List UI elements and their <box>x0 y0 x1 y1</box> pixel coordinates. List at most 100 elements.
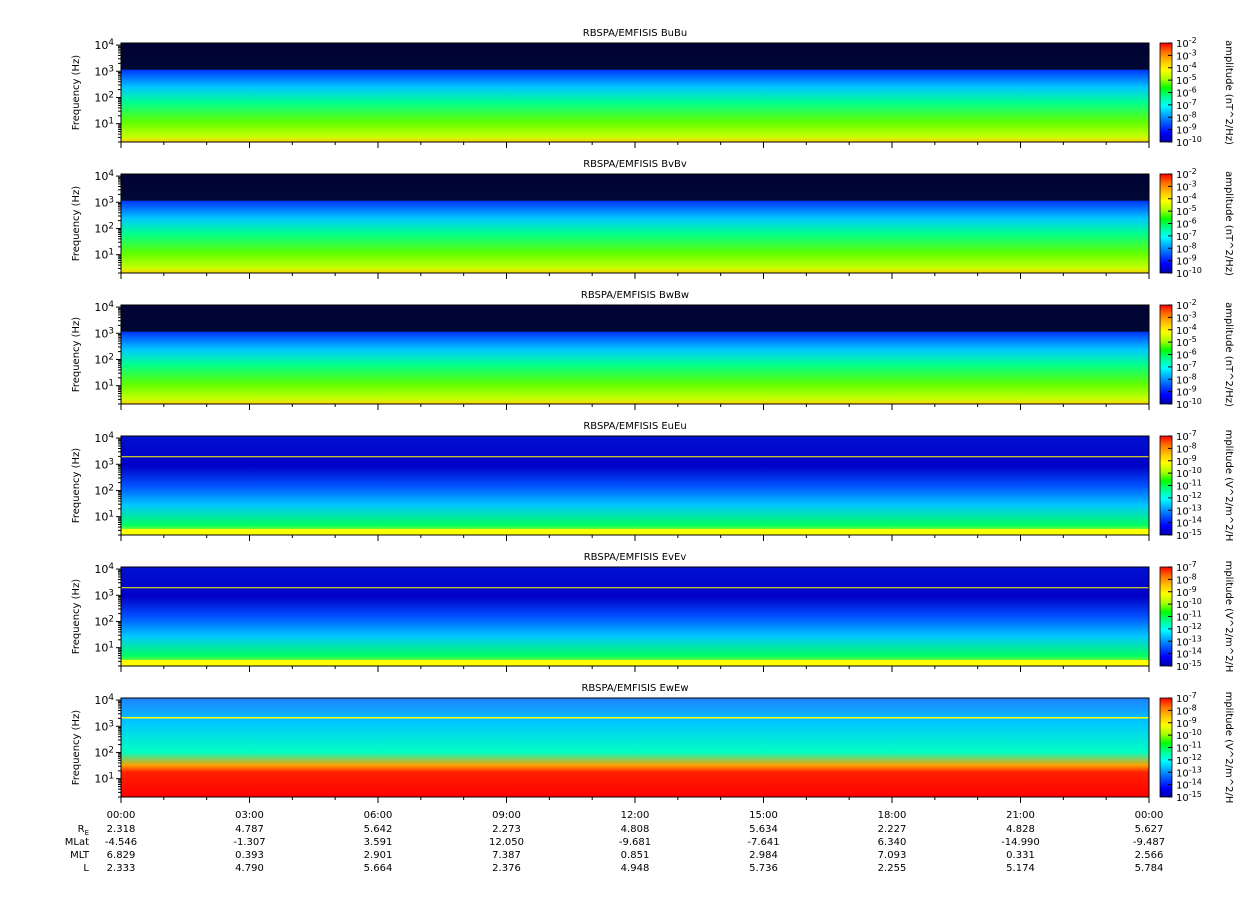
colorbar-tick-label: 10-13 <box>1176 765 1202 779</box>
colorbar-tick-label: 10-4 <box>1176 192 1197 206</box>
y-tick-label: 103 <box>94 588 114 602</box>
ephemeris-value: 7.387 <box>492 850 521 861</box>
colorbar-tick-label: 10-12 <box>1176 753 1202 767</box>
colorbar-tick-label: 10-6 <box>1176 348 1197 362</box>
x-tick-label: 00:00 <box>107 810 136 821</box>
colorbar-tick-label: 10-8 <box>1176 441 1197 455</box>
colorbar-tick-label: 10-8 <box>1176 110 1197 124</box>
colorbar-tick-label: 10-12 <box>1176 491 1202 505</box>
colorbar: 10-210-310-410-510-610-710-810-910-10 amp… <box>1159 167 1234 280</box>
ephemeris-value: 6.829 <box>107 850 136 861</box>
colorbar-tick-label: 10-14 <box>1176 778 1202 792</box>
y-tick-label: 104 <box>94 169 114 183</box>
spectrogram-image <box>121 567 1149 666</box>
ephemeris-value: 5.784 <box>1135 863 1164 874</box>
colorbar-tick-label: 10-6 <box>1176 217 1197 231</box>
colorbar-tick-label: 10-3 <box>1176 310 1197 324</box>
colorbar-tick-label: 10-8 <box>1176 241 1197 255</box>
colorbar-tick-label: 10-8 <box>1176 703 1197 717</box>
x-tick-label: 09:00 <box>492 810 521 821</box>
panel-title: RBSPA/EMFISIS BwBw <box>581 290 689 301</box>
colorbar: 10-710-810-910-1010-1110-1210-1310-1410-… <box>1159 691 1234 804</box>
spectrogram-panel-6: RBSPA/EMFISIS EwEw 101 102 103 104 Frequency … <box>71 683 1234 804</box>
colorbar-tick-label: 10-10 <box>1176 397 1202 411</box>
ephemeris-value: 5.664 <box>364 863 393 874</box>
ephemeris-value: -9.487 <box>1133 837 1165 848</box>
colorbar-label: mplitude (V^2/m^2/H <box>1223 430 1234 542</box>
y-tick-label: 103 <box>94 326 114 340</box>
ephemeris-value: 4.948 <box>621 863 650 874</box>
panel-title: RBSPA/EMFISIS EvEv <box>584 552 687 563</box>
ephemeris-value: 5.642 <box>364 824 393 835</box>
ephemeris-value: 5.634 <box>749 824 778 835</box>
spectrogram-panel-4: RBSPA/EMFISIS EuEu 101 102 103 104 Frequency … <box>71 421 1234 542</box>
x-tick-label: 15:00 <box>749 810 778 821</box>
colorbar: 10-210-310-410-510-610-710-810-910-10 amp… <box>1159 298 1234 411</box>
x-tick-label: 12:00 <box>621 810 650 821</box>
colorbar-tick-label: 10-2 <box>1176 167 1197 181</box>
colorbar-tick-label: 10-13 <box>1176 503 1202 517</box>
ephemeris-row-label: MLT <box>70 850 90 861</box>
ephemeris-value: 2.901 <box>364 850 393 861</box>
x-tick-label: 03:00 <box>235 810 264 821</box>
x-tick-label: 00:00 <box>1135 810 1164 821</box>
y-tick-label: 103 <box>94 457 114 471</box>
colorbar-tick-label: 10-8 <box>1176 572 1197 586</box>
y-tick-label: 101 <box>94 379 114 393</box>
y-tick-label: 102 <box>94 614 114 628</box>
y-axis-label: Frequency (Hz) <box>71 317 82 393</box>
spectrogram-background <box>121 174 1149 201</box>
y-axis-label: Frequency (Hz) <box>71 579 82 655</box>
colorbar-tick-label: 10-11 <box>1176 741 1202 755</box>
colorbar-tick-label: 10-11 <box>1176 479 1202 493</box>
ephemeris-value: 5.627 <box>1135 824 1164 835</box>
colorbar-tick-label: 10-9 <box>1176 254 1197 268</box>
ephemeris-value: 5.736 <box>749 863 778 874</box>
ephemeris-row-label: RE <box>78 824 89 837</box>
y-tick-label: 102 <box>94 90 114 104</box>
y-tick-label: 101 <box>94 772 114 786</box>
y-tick-label: 103 <box>94 195 114 209</box>
y-tick-label: 103 <box>94 719 114 733</box>
ephemeris-row-label: L <box>83 863 89 874</box>
ephemeris-value: 12.050 <box>489 837 524 848</box>
colorbar-tick-label: 10-5 <box>1176 204 1197 218</box>
colorbar-tick-label: 10-10 <box>1176 266 1202 280</box>
ephemeris-value: 0.331 <box>1006 850 1035 861</box>
y-tick-label: 104 <box>94 431 114 445</box>
ephemeris-value: -1.307 <box>233 837 265 848</box>
colorbar: 10-710-810-910-1010-1110-1210-1310-1410-… <box>1159 429 1234 542</box>
colorbar-tick-label: 10-7 <box>1176 691 1197 705</box>
colorbar-tick-label: 10-5 <box>1176 335 1197 349</box>
ephemeris-value: 4.790 <box>235 863 264 874</box>
y-tick-label: 103 <box>94 64 114 78</box>
ephemeris-value: 7.093 <box>878 850 907 861</box>
spectrogram-band <box>121 660 1149 666</box>
ephemeris-value: 2.318 <box>107 824 136 835</box>
spectrogram-image <box>121 698 1149 797</box>
colorbar-tick-label: 10-7 <box>1176 429 1197 443</box>
ephemeris-value: 2.376 <box>492 863 521 874</box>
spectrogram-panel-3: RBSPA/EMFISIS BwBw 101 102 103 104 Frequency … <box>71 290 1234 411</box>
colorbar-tick-label: 10-14 <box>1176 516 1202 530</box>
ephemeris-value: 2.227 <box>878 824 907 835</box>
colorbar-tick-label: 10-7 <box>1176 560 1197 574</box>
colorbar-tick-label: 10-2 <box>1176 298 1197 312</box>
colorbar-tick-label: 10-4 <box>1176 61 1197 75</box>
spectrogram-background <box>121 43 1149 70</box>
colorbar-tick-label: 10-7 <box>1176 360 1197 374</box>
colorbar-tick-label: 10-10 <box>1176 135 1202 149</box>
colorbar-tick-label: 10-10 <box>1176 597 1202 611</box>
y-tick-label: 102 <box>94 483 114 497</box>
colorbar-tick-label: 10-4 <box>1176 323 1197 337</box>
colorbar-tick-label: 10-9 <box>1176 716 1197 730</box>
colorbar-tick-label: 10-3 <box>1176 179 1197 193</box>
colorbar-tick-label: 10-3 <box>1176 48 1197 62</box>
ephemeris-value: 4.808 <box>621 824 650 835</box>
ephemeris-value: 2.984 <box>749 850 778 861</box>
ephemeris-value: 3.591 <box>364 837 393 848</box>
ephemeris-value: 5.174 <box>1006 863 1035 874</box>
ephemeris-value: 4.787 <box>235 824 264 835</box>
y-tick-label: 104 <box>94 562 114 576</box>
x-tick-label: 21:00 <box>1006 810 1035 821</box>
